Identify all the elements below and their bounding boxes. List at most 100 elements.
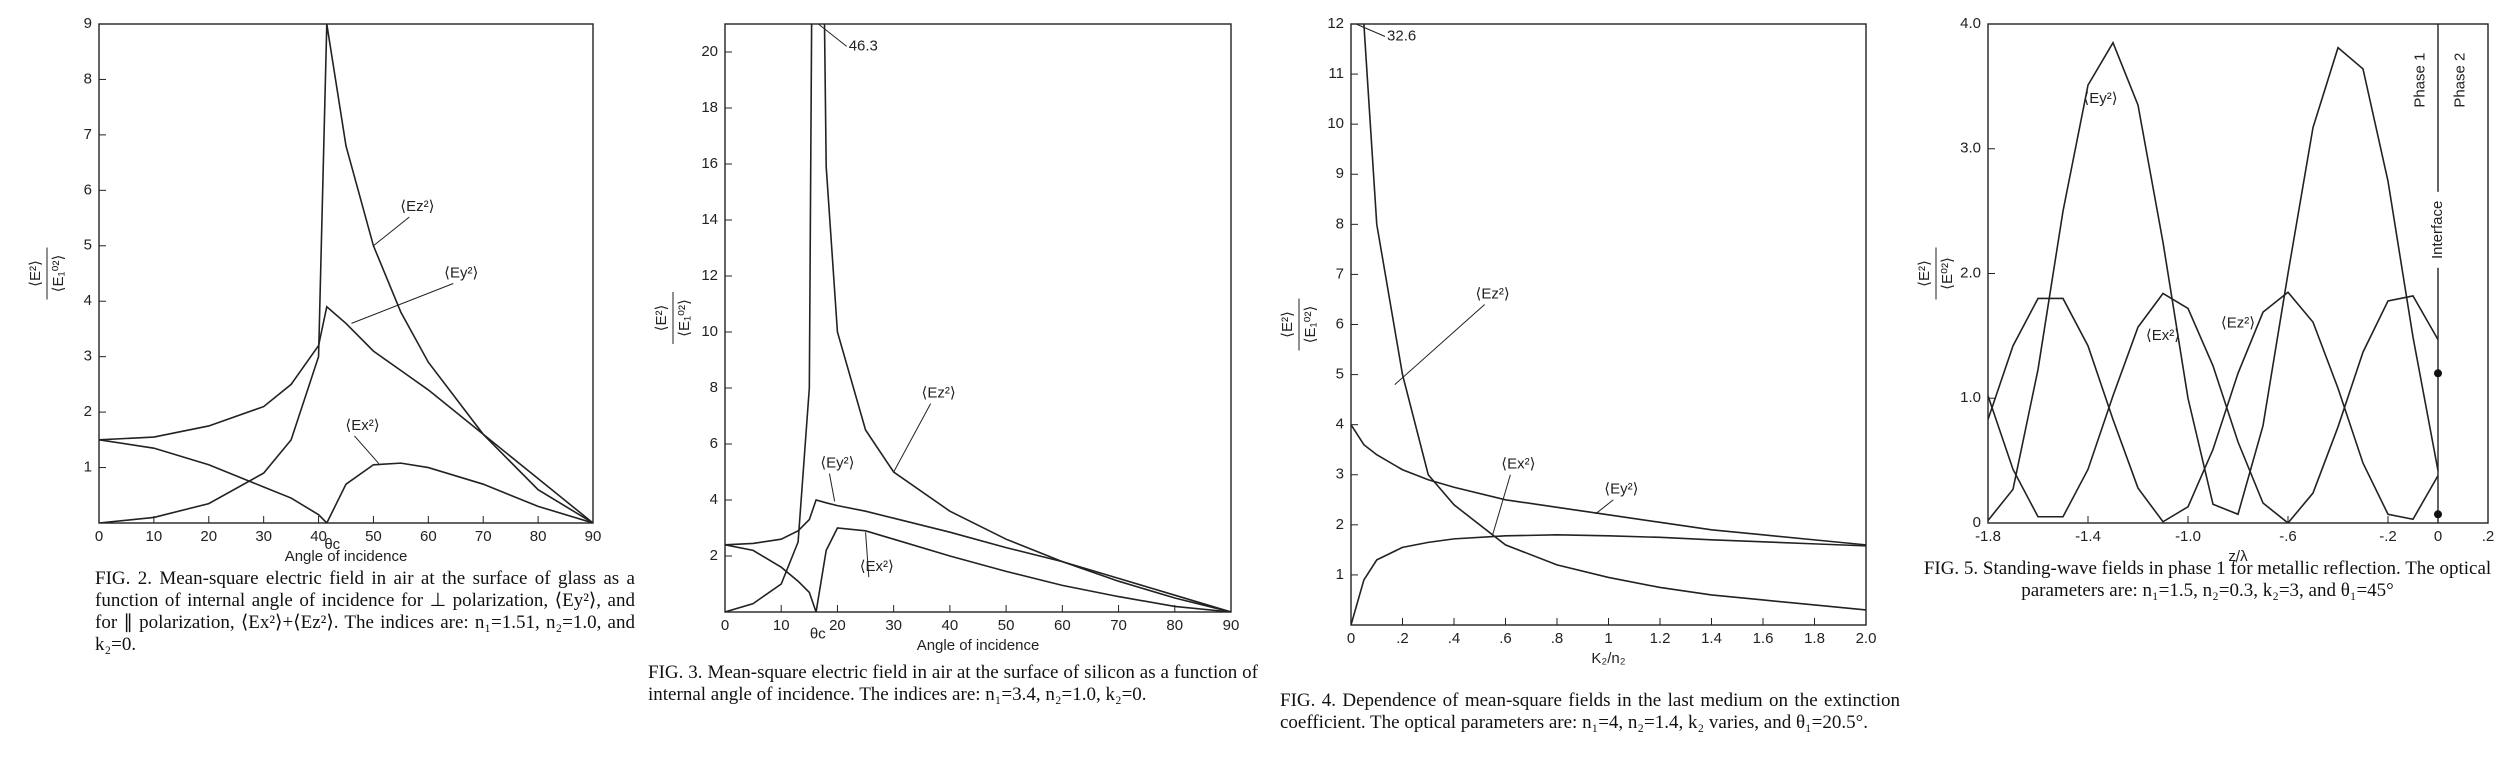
annotation-pointer	[818, 23, 847, 47]
series-label: ⟨Ez²⟩	[2221, 314, 2255, 331]
annotation-group: Phase 2	[2451, 53, 2468, 108]
series-label: ⟨Ex²⟩	[860, 558, 894, 575]
y-tick-label: 6	[1336, 315, 1344, 332]
label-pointer	[893, 403, 932, 473]
annotation: 32.6	[1387, 27, 1416, 44]
y-tick-label: 2	[1336, 516, 1344, 533]
y-tick-label: 12	[701, 267, 718, 284]
x-tick-label: 60	[1054, 617, 1071, 634]
x-tick-label: 90	[585, 528, 602, 545]
plot-lines	[99, 24, 593, 523]
plot-frame	[98, 23, 594, 524]
label-pointer	[354, 435, 380, 465]
y-tick-label: 3.0	[1960, 140, 1981, 157]
x-tick-label: 0	[2434, 528, 2442, 545]
y-tick-label: 8	[710, 379, 718, 396]
y-tick-label: 8	[1336, 215, 1344, 232]
y-tick-label: 5	[84, 237, 92, 254]
y-tick-label: 9	[1336, 165, 1344, 182]
x-tick-label: -1.0	[2175, 528, 2201, 545]
plot-lines	[1988, 24, 2439, 523]
x-tick-label: 20	[200, 528, 217, 545]
x-tick-label: 2.0	[1856, 630, 1877, 647]
series-line	[725, 527, 1231, 612]
y-tick-label: 5	[1336, 366, 1344, 383]
y-tick-label: 1.0	[1960, 389, 1981, 406]
y-tick-label: 2	[710, 547, 718, 564]
y-tick-label: 14	[701, 211, 718, 228]
y-label-bottom: ⟨E₁⁰²⟩	[1302, 306, 1319, 344]
x-axis-label: z/λ	[2228, 548, 2248, 565]
y-tick-label: 7	[84, 126, 92, 143]
y-tick-label: 3	[1336, 466, 1344, 483]
x-tick-label: 80	[530, 528, 547, 545]
annotation: θc	[810, 625, 826, 642]
x-tick-label: 1.6	[1753, 630, 1774, 647]
series-label: ⟨Ey²⟩	[820, 455, 854, 472]
y-tick-label: 2.0	[1960, 264, 1981, 281]
annotation-group: Phase 1	[2411, 53, 2428, 108]
y-tick-label: 6	[710, 435, 718, 452]
y-tick-label: 3	[84, 348, 92, 365]
x-tick-label: .2	[1396, 630, 1409, 647]
series-label: ⟨Ex²⟩	[2146, 327, 2180, 344]
annotation: Phase 1	[2411, 53, 2428, 108]
y-tick-label: 4	[1336, 416, 1344, 433]
annotation: 46.3	[849, 37, 878, 54]
y-tick-label: 12	[1327, 15, 1344, 32]
y-tick-label: 4	[84, 292, 92, 309]
x-tick-label: 1.2	[1650, 630, 1671, 647]
series-line	[99, 439, 593, 523]
y-tick-label: 4.0	[1960, 15, 1981, 32]
x-tick-label: -.2	[2379, 528, 2397, 545]
y-label-top: ⟨E²⟩	[1916, 260, 1933, 287]
annotation-bg	[2429, 191, 2447, 268]
y-tick-label: 18	[701, 99, 718, 116]
plot-lines	[725, 24, 1231, 612]
x-tick-label: 10	[773, 617, 790, 634]
y-label-top: ⟨E²⟩	[27, 260, 44, 287]
y-tick-label: 1	[84, 459, 92, 476]
y-tick-label: 11	[1328, 65, 1344, 82]
caption: FIG. 2. Mean-square electric field in ai…	[95, 568, 635, 655]
y-tick-label: 2	[84, 403, 92, 420]
y-label-top: ⟨E²⟩	[653, 305, 670, 332]
annotation: Phase 2	[2451, 53, 2468, 108]
x-tick-label: 90	[1223, 617, 1240, 634]
x-tick-label: 50	[998, 617, 1015, 634]
x-tick-label: .2	[2482, 528, 2495, 545]
label-pointer	[1595, 499, 1614, 515]
y-label-bottom: ⟨E₁⁰²⟩	[676, 299, 693, 337]
x-tick-label: 0	[1347, 630, 1355, 647]
y-tick-label: 20	[701, 43, 718, 60]
plot-frame	[724, 23, 1232, 613]
x-tick-label: 70	[475, 528, 492, 545]
y-tick-label: 4	[710, 491, 718, 508]
series-line	[1351, 534, 1866, 625]
series-line	[1988, 40, 2439, 522]
x-tick-label: 40	[942, 617, 959, 634]
series-label: ⟨Ey²⟩	[444, 264, 478, 281]
y-tick-label: 16	[701, 155, 718, 172]
x-tick-label: .6	[1499, 630, 1512, 647]
caption: FIG. 5. Standing-wave fields in phase 1 …	[1923, 558, 2492, 601]
x-tick-label: 20	[829, 617, 846, 634]
series-line	[725, 499, 1231, 612]
point	[2434, 510, 2442, 519]
y-axis-label: ⟨E²⟩ ⟨E₁⁰²⟩	[1279, 298, 1319, 351]
y-tick-label: 7	[1336, 265, 1344, 282]
x-axis-label: Angle of incidence	[285, 548, 408, 565]
y-axis-label: ⟨E²⟩ ⟨E₁⁰²⟩	[653, 292, 693, 344]
point	[2434, 369, 2442, 378]
label-pointer	[865, 532, 870, 578]
y-tick-label: 6	[84, 181, 92, 198]
label-pointer	[351, 283, 454, 324]
series-label: ⟨Ey²⟩	[2083, 90, 2117, 107]
label-pointer	[1394, 304, 1485, 385]
x-tick-label: 1	[1604, 630, 1612, 647]
label-pointer	[1492, 474, 1511, 535]
y-label-top: ⟨E²⟩	[1279, 311, 1296, 338]
y-tick-label: 1	[1336, 566, 1344, 583]
y-tick-label: 0	[1973, 514, 1981, 531]
